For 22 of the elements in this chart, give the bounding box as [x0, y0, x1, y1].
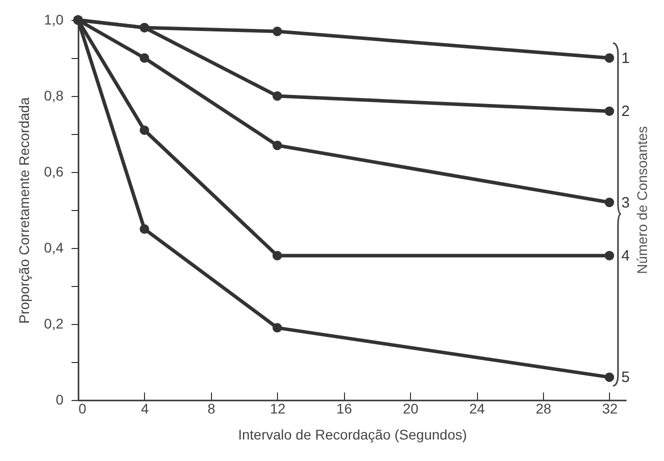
x-tick-label: 12	[270, 400, 286, 416]
series-label: 5	[621, 369, 630, 386]
x-tick-label: 4	[141, 400, 150, 416]
y-tick-label: 1,0	[44, 12, 64, 28]
series-label: 3	[621, 194, 630, 212]
y-tick-label: 0,6	[44, 164, 64, 180]
series-label: 4	[621, 248, 630, 265]
x-axis-title: Intervalo de Recordação (Segundos)	[238, 426, 467, 442]
x-tick-label: 0	[78, 400, 86, 416]
y-tick-label: 0,8	[44, 88, 64, 104]
series-label: 2	[621, 103, 630, 120]
x-tick-label: 28	[536, 400, 552, 416]
x-tick-label: 16	[336, 400, 352, 416]
x-tick-label: 32	[602, 400, 618, 416]
series-label: 1	[621, 50, 630, 67]
x-tick-label: 8	[207, 400, 216, 416]
y-axis-title: Proporção Corretamente Recordada	[16, 97, 32, 324]
y-tick-label: 0,4	[44, 240, 64, 256]
y-tick-label: 0,2	[44, 316, 64, 332]
x-tick-label: 24	[469, 400, 486, 416]
legend-title: Número de Consoantes	[634, 126, 650, 274]
x-tick-label: 20	[402, 400, 419, 416]
